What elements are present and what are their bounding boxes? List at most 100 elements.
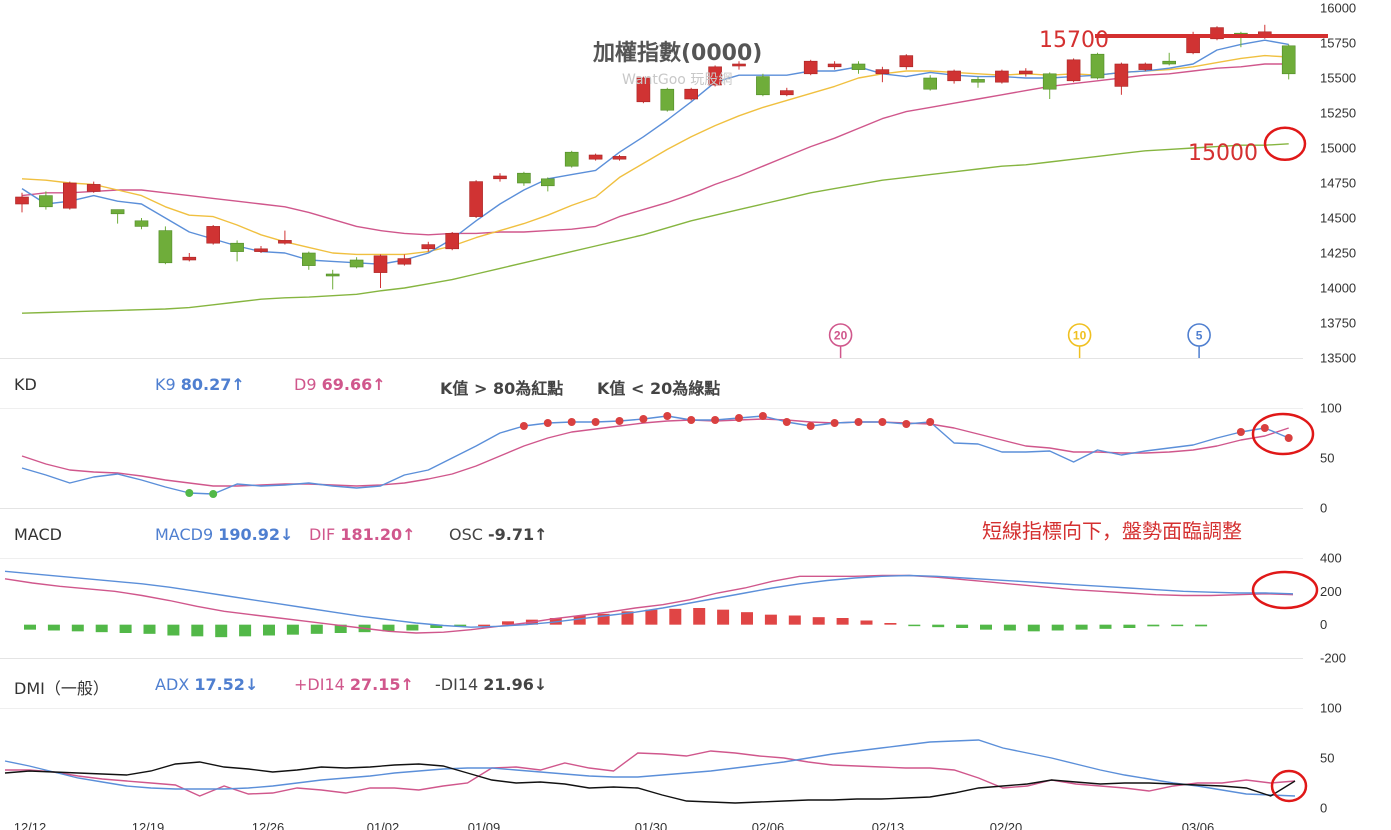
- price-axis-tick-label: 15000: [1320, 141, 1356, 156]
- price-axis-tick-label: 14500: [1320, 211, 1356, 226]
- kd-red-dot: [926, 418, 935, 426]
- k9-label: K9 80.27↑: [155, 375, 245, 394]
- kd-name: KD: [14, 375, 37, 394]
- osc-bar: [239, 624, 252, 637]
- pdi-line: [5, 750, 1296, 797]
- candle-body: [1114, 63, 1129, 87]
- kd-red-dot: [687, 416, 696, 424]
- ma60-line: [21, 143, 1289, 314]
- candle-body: [1281, 45, 1296, 75]
- pdi-label: +DI14 27.15↑: [294, 675, 414, 694]
- candle-body: [182, 256, 197, 261]
- candle-body: [923, 77, 938, 90]
- x-tick-label: 01/02: [367, 820, 400, 830]
- osc-bar: [263, 624, 275, 636]
- k9-value: 80.27↑: [180, 375, 245, 394]
- kd-red-dot: [639, 415, 648, 423]
- price-axis-tick-label: 14000: [1320, 281, 1356, 296]
- osc-bar: [693, 608, 706, 625]
- osc-bar: [884, 623, 897, 625]
- osc-bar: [1147, 624, 1160, 627]
- osc-bar: [645, 609, 658, 625]
- dmi-name: DMI（一般）: [14, 679, 109, 698]
- osc-bar: [669, 608, 682, 625]
- osc-bar: [191, 624, 204, 637]
- candle-body: [110, 209, 125, 215]
- watermark: WantGoo 玩股網: [622, 72, 733, 88]
- macd9-value: 190.92↓: [218, 525, 294, 544]
- candle-body: [803, 60, 818, 75]
- osc-bar: [836, 618, 849, 625]
- candle-body: [325, 273, 340, 277]
- mdi-label: -DI14 21.96↓: [435, 675, 548, 694]
- osc-bar: [71, 624, 84, 632]
- candle-body: [756, 76, 770, 96]
- candle-body: [1162, 60, 1176, 65]
- price-axis-tick-label: 15500: [1320, 71, 1356, 86]
- dmi-axis-tick-label: 100: [1320, 701, 1342, 716]
- osc-bar: [764, 614, 777, 625]
- price-axis-tick-label: 15250: [1320, 106, 1356, 121]
- candle-body: [1090, 53, 1105, 79]
- macd-axis-tick-label: 200: [1320, 584, 1342, 599]
- osc-bar: [597, 613, 610, 625]
- chart-title: 加權指數(0000): [593, 41, 763, 66]
- dif-value: 181.20↑: [340, 525, 416, 544]
- candle-body: [134, 220, 149, 227]
- d9-value: 69.66↑: [321, 375, 386, 394]
- candle-body: [421, 244, 436, 250]
- kd-red-dot: [615, 417, 624, 425]
- kd-red-dot: [782, 418, 791, 426]
- osc-bar: [1003, 624, 1016, 631]
- osc-bar: [119, 624, 132, 633]
- dmi-axis-tick-label: 0: [1320, 801, 1327, 816]
- candle-body: [588, 154, 603, 160]
- osc-bar: [95, 624, 108, 633]
- ma-marker-circle: [828, 323, 853, 347]
- osc-bar: [1099, 624, 1112, 629]
- mdi-line: [4, 761, 1296, 804]
- osc-bar: [1195, 624, 1208, 627]
- kd-d9-line: [21, 418, 1289, 487]
- candle-body: [1066, 59, 1081, 82]
- macd-axis-tick-label: 0: [1320, 617, 1327, 632]
- osc-bar: [47, 624, 60, 631]
- kd-red-dot: [591, 418, 600, 426]
- candle-body: [564, 151, 579, 167]
- candle-body: [349, 259, 364, 268]
- dmi-highlight-circle: [1270, 769, 1308, 803]
- osc-bar: [1051, 624, 1064, 631]
- osc-value: -9.71↑: [488, 525, 548, 544]
- osc-bar: [741, 612, 753, 625]
- kd-axis-tick-label: 50: [1320, 451, 1334, 466]
- candle-body: [827, 63, 842, 68]
- price-axis-tick-label: 16000: [1320, 1, 1356, 16]
- candle-body: [779, 90, 794, 96]
- osc-bar: [430, 624, 443, 628]
- candle-body: [445, 233, 460, 250]
- candle-body: [158, 230, 173, 264]
- osc-bar: [215, 624, 228, 638]
- support-label: 15000: [1188, 141, 1258, 166]
- osc-bar: [143, 624, 156, 634]
- comment-label: 短線指標向下，盤勢面臨調整: [982, 519, 1242, 543]
- candle-body: [86, 184, 101, 192]
- candle-body: [684, 88, 699, 100]
- x-tick-label: 01/09: [468, 820, 501, 830]
- kd-green-dot: [209, 490, 218, 498]
- kd-red-dot: [567, 418, 576, 426]
- kd-red-dot: [806, 422, 815, 430]
- macd-axis-tick-label: 400: [1320, 551, 1342, 566]
- kd-red-dot: [758, 412, 767, 420]
- adx-line: [4, 739, 1296, 797]
- ma20-line: [21, 63, 1289, 236]
- x-tick-label: 01/30: [635, 820, 668, 830]
- candle-body: [301, 252, 316, 266]
- macd-axis-tick-label: -200: [1320, 651, 1346, 666]
- candle-body: [493, 175, 507, 180]
- candle-body: [971, 79, 985, 83]
- candle-body: [517, 172, 531, 184]
- candle-body: [732, 63, 746, 67]
- macd-name: MACD: [14, 525, 62, 544]
